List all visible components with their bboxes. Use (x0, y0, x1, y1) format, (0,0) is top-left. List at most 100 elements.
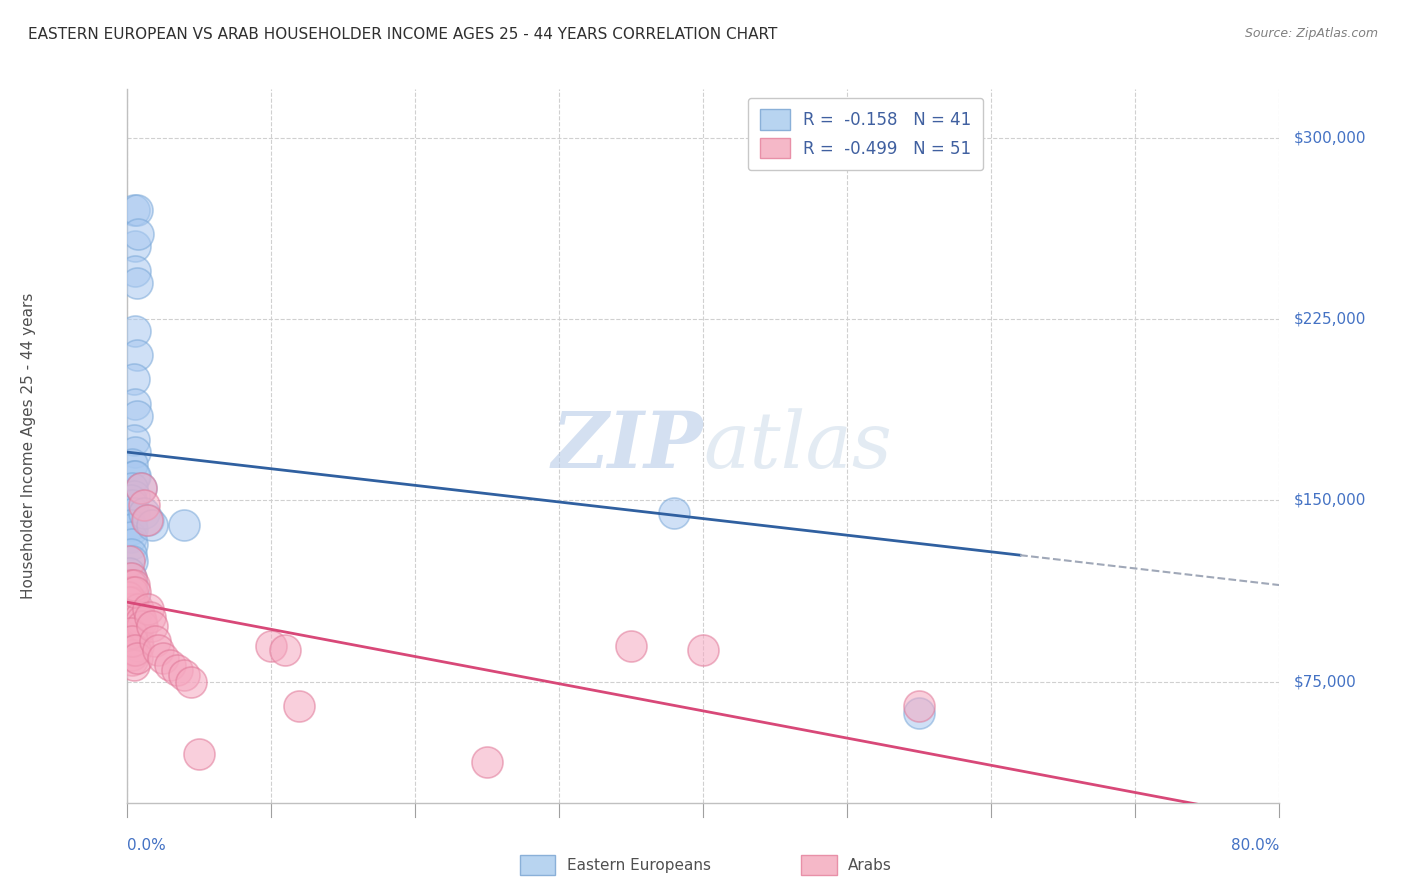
Point (125, 633, 148, 648)
Point (124, 643, 146, 657)
Point (131, 619, 153, 633)
Point (118, 595, 141, 609)
Point (125, 626, 148, 640)
Point (118, 566, 141, 580)
Point (127, 602, 149, 616)
Point (120, 571, 142, 585)
Point (124, 585, 146, 599)
Text: $75,000: $75,000 (1294, 674, 1357, 690)
Point (122, 372, 145, 386)
Point (173, 517, 195, 532)
Point (159, 657, 181, 672)
Text: $150,000: $150,000 (1294, 493, 1365, 508)
Point (121, 481, 143, 495)
Text: ZIP: ZIP (551, 408, 703, 484)
Point (129, 481, 152, 495)
Point (122, 578, 145, 592)
Point (129, 615, 152, 629)
Point (122, 590, 145, 604)
Point (124, 445, 146, 459)
Point (124, 397, 146, 411)
Text: 80.0%: 80.0% (1232, 838, 1279, 854)
Point (180, 674, 202, 689)
Point (124, 619, 146, 633)
Point (620, 639, 643, 653)
Point (152, 650, 174, 665)
Point (118, 590, 141, 604)
Point (692, 643, 714, 657)
Point (120, 517, 142, 532)
Point (121, 578, 143, 592)
Point (187, 747, 209, 762)
Point (121, 653, 143, 667)
Point (125, 650, 148, 665)
Point (124, 469, 146, 483)
Point (120, 578, 142, 592)
Point (120, 571, 142, 585)
Point (138, 609, 160, 624)
Text: EASTERN EUROPEAN VS ARAB HOUSEHOLDER INCOME AGES 25 - 44 YEARS CORRELATION CHART: EASTERN EUROPEAN VS ARAB HOUSEHOLDER INC… (28, 27, 778, 42)
Legend: R =  -0.158   N = 41, R =  -0.499   N = 51: R = -0.158 N = 41, R = -0.499 N = 51 (748, 97, 983, 169)
Point (132, 506, 155, 520)
Point (122, 489, 145, 503)
Point (121, 633, 143, 648)
Point (122, 506, 145, 520)
Text: Eastern Europeans: Eastern Europeans (567, 858, 710, 872)
Point (664, 506, 686, 520)
Point (166, 663, 188, 677)
Point (128, 609, 150, 624)
Point (136, 513, 159, 527)
Point (122, 609, 145, 624)
Point (121, 648, 143, 663)
Point (121, 554, 143, 568)
Point (120, 530, 142, 544)
Point (120, 547, 142, 561)
Point (148, 643, 170, 657)
Point (118, 554, 141, 568)
Text: $225,000: $225,000 (1294, 311, 1365, 326)
Point (121, 523, 143, 537)
Point (122, 203, 145, 218)
Point (125, 276, 148, 290)
Point (135, 513, 157, 527)
Point (125, 409, 148, 423)
Point (120, 626, 142, 640)
Point (908, 706, 931, 721)
Point (125, 203, 148, 218)
Point (136, 602, 159, 616)
Point (120, 643, 142, 657)
Point (129, 481, 152, 495)
Point (121, 595, 143, 609)
Point (288, 699, 311, 714)
Point (124, 239, 146, 253)
Text: Arabs: Arabs (848, 858, 891, 872)
Point (122, 433, 145, 447)
Point (141, 619, 163, 633)
Text: 0.0%: 0.0% (127, 838, 166, 854)
Point (118, 602, 141, 616)
Point (127, 227, 149, 242)
Point (475, 755, 498, 769)
Point (908, 699, 931, 714)
Text: $300,000: $300,000 (1294, 130, 1367, 145)
Point (121, 498, 143, 512)
Point (132, 498, 155, 512)
Point (122, 602, 145, 616)
Point (120, 615, 142, 629)
Point (141, 517, 163, 532)
Point (125, 348, 148, 362)
Point (121, 457, 143, 471)
Point (120, 493, 142, 508)
Point (127, 639, 149, 653)
Point (120, 626, 142, 640)
Point (274, 643, 297, 657)
Point (124, 324, 146, 338)
Point (124, 615, 146, 629)
Point (173, 667, 195, 681)
Text: Source: ZipAtlas.com: Source: ZipAtlas.com (1244, 27, 1378, 40)
Point (121, 537, 143, 551)
Text: Householder Income Ages 25 - 44 years: Householder Income Ages 25 - 44 years (21, 293, 35, 599)
Point (121, 585, 143, 599)
Point (118, 602, 141, 616)
Text: atlas: atlas (703, 408, 891, 484)
